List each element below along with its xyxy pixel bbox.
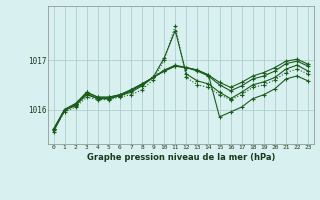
X-axis label: Graphe pression niveau de la mer (hPa): Graphe pression niveau de la mer (hPa)	[87, 153, 275, 162]
